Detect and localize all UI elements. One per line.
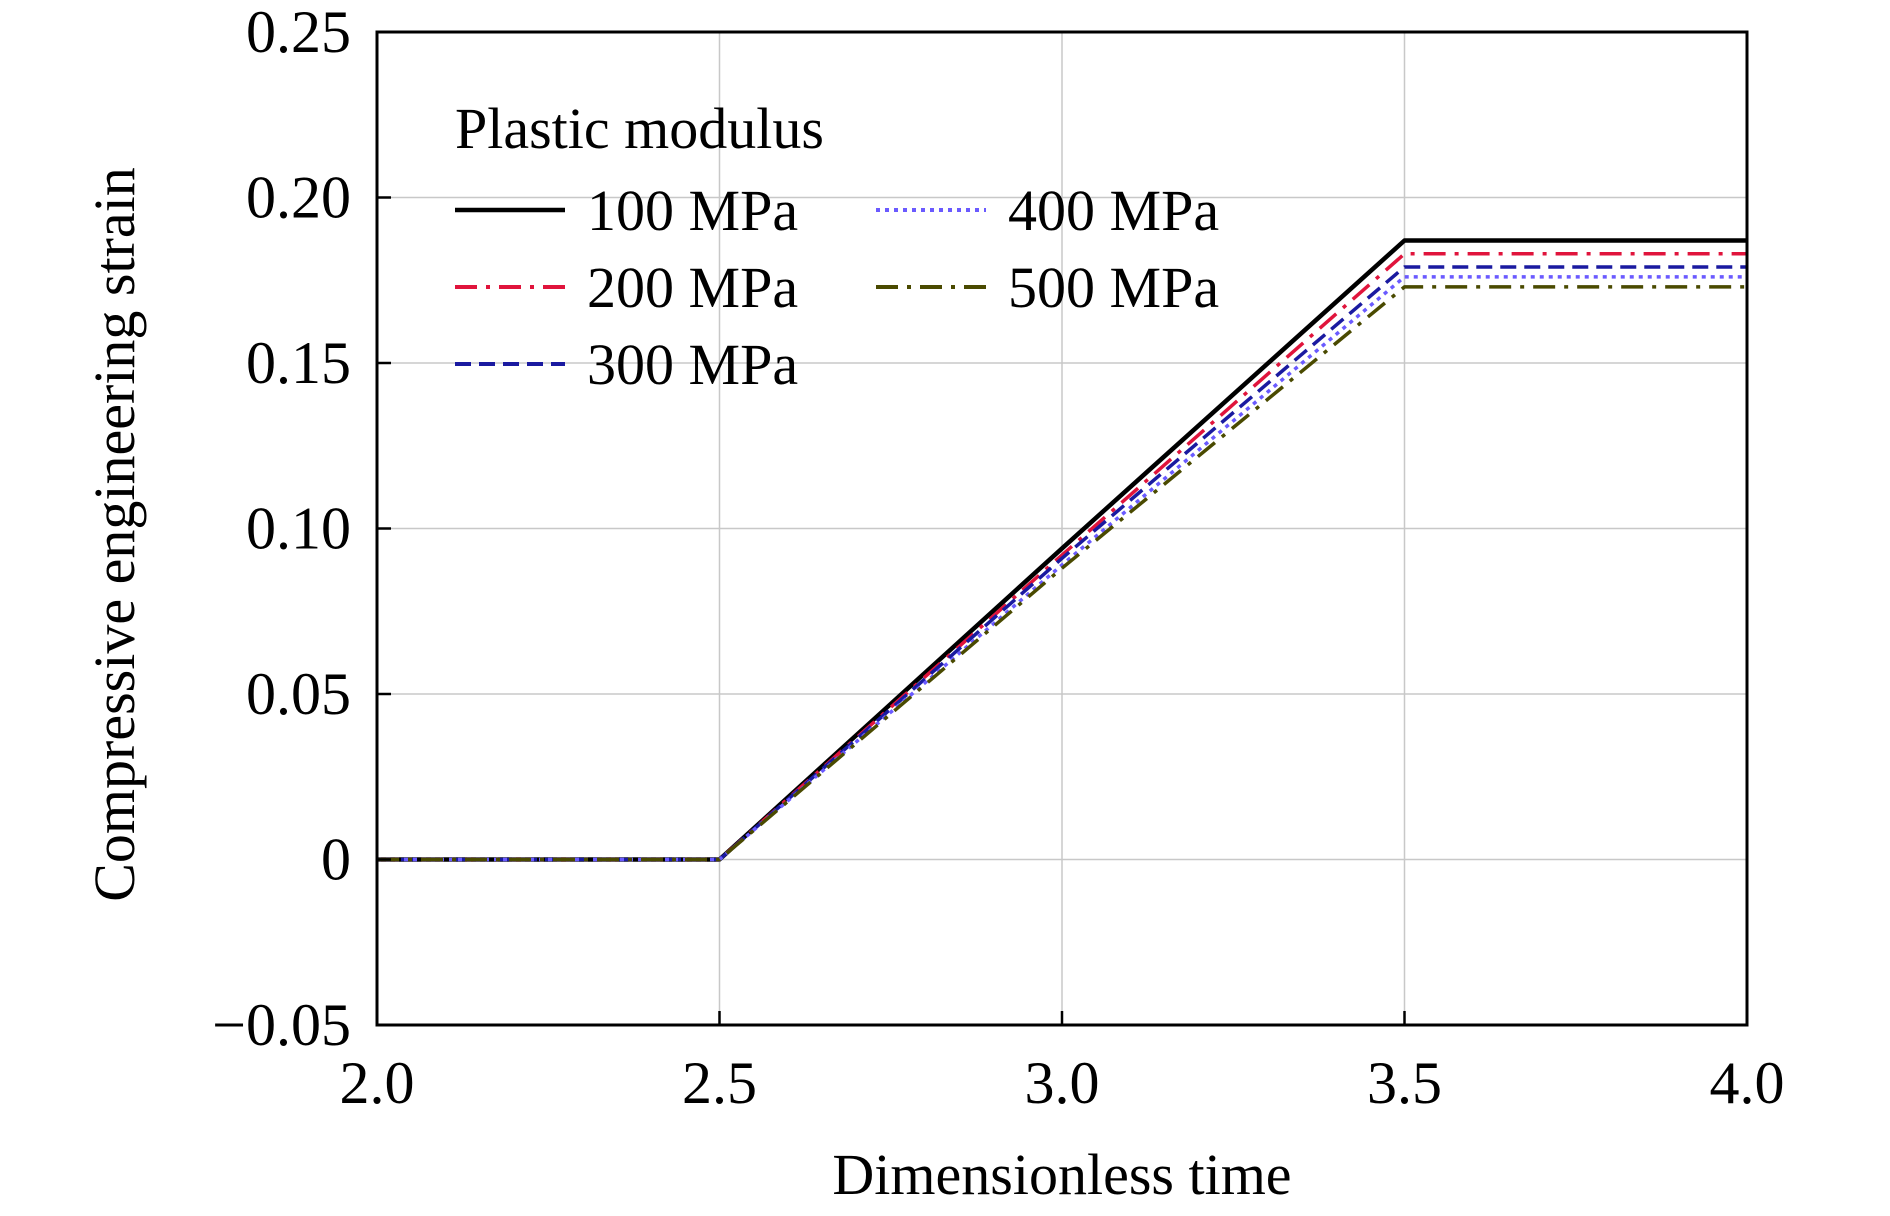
y-tick-label: 0.25: [246, 0, 351, 65]
x-tick-label: 2.5: [682, 1050, 757, 1116]
y-tick-label: 0: [321, 827, 351, 893]
legend-label-5: 500 MPa: [1008, 255, 1219, 320]
x-axis-title: Dimensionless time: [832, 1142, 1291, 1207]
x-tick-label: 3.5: [1367, 1050, 1442, 1116]
y-axis-title: Compressive engineering strain: [82, 167, 147, 902]
x-tick-label: 3.0: [1025, 1050, 1100, 1116]
x-tick-label: 2.0: [340, 1050, 415, 1116]
series-line-5: [377, 285, 1747, 862]
legend-label-2: 200 MPa: [587, 255, 798, 320]
y-tick-label: 0.20: [246, 165, 351, 231]
y-tick-label: 0.10: [246, 496, 351, 562]
legend-label-1: 100 MPa: [587, 178, 798, 243]
y-tick-label: 0.05: [246, 661, 351, 727]
x-axis: 2.0 2.5 3.0 3.5 4.0: [340, 1011, 1785, 1116]
legend-title: Plastic modulus: [455, 96, 824, 161]
legend-label-3: 300 MPa: [587, 332, 798, 397]
y-tick-label: 0.15: [246, 330, 351, 396]
y-axis: −0.05 0 0.05 0.10 0.15 0.20 0.25: [212, 0, 391, 1058]
legend-label-4: 400 MPa: [1008, 178, 1219, 243]
series-lines: [377, 238, 1747, 862]
legend: Plastic modulus 100 MPa 200 MPa 300 MPa 400…: [455, 96, 1219, 397]
x-tick-label: 4.0: [1710, 1050, 1785, 1116]
y-tick-label: −0.05: [212, 992, 351, 1058]
